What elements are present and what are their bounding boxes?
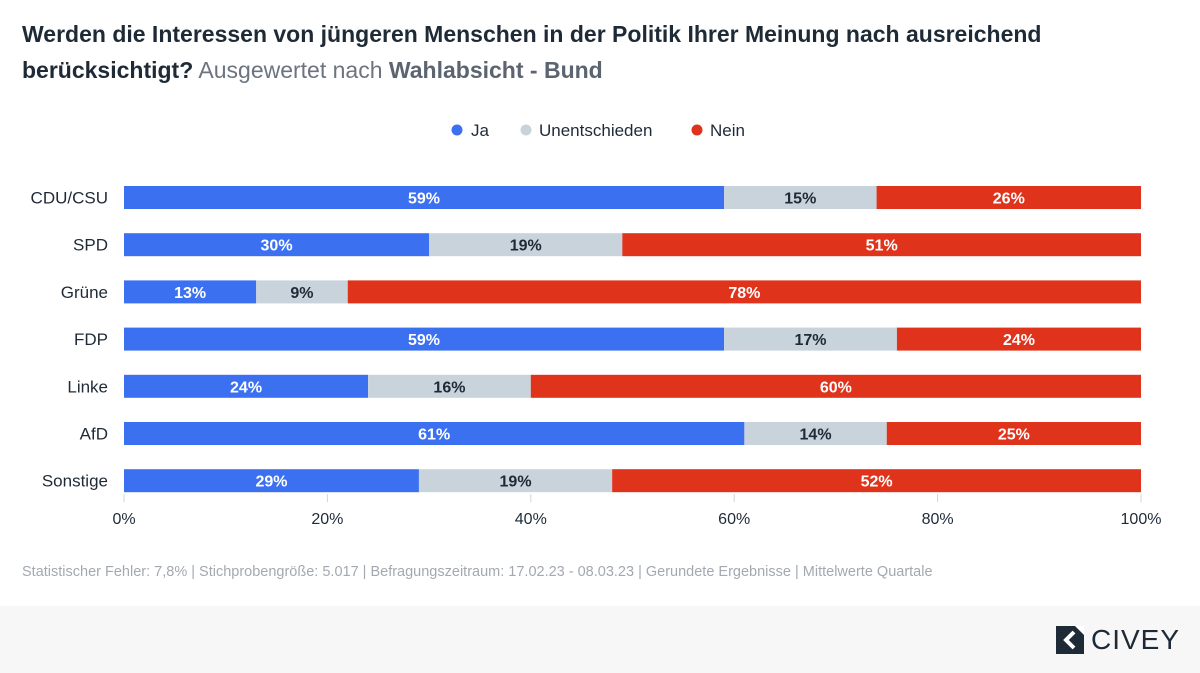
legend-marker-unentschieden bbox=[520, 124, 532, 136]
bar-unentschieden bbox=[724, 186, 877, 209]
stacked-bar-chart: Ja Unentschieden Nein CDU/CSU 59% 15% 26% SPD 30… bbox=[31, 121, 1162, 528]
bar-nein bbox=[896, 327, 1141, 351]
data-label: 60% bbox=[820, 379, 852, 396]
data-label: 52% bbox=[861, 474, 893, 491]
chart-question: Werden die Interessen von jüngeren Mensc… bbox=[22, 21, 1042, 83]
bar-nein bbox=[876, 186, 1141, 209]
x-tick-label: 80% bbox=[922, 511, 954, 528]
footer-note: Statistischer Fehler: 7,8% | Stichproben… bbox=[22, 564, 933, 580]
data-label: 24% bbox=[230, 379, 262, 396]
bar-ja bbox=[124, 374, 369, 398]
bar-unentschieden bbox=[429, 233, 623, 257]
data-label: 9% bbox=[290, 285, 313, 302]
data-label: 78% bbox=[728, 285, 760, 302]
bar-unentschieden bbox=[744, 422, 887, 445]
data-label: 59% bbox=[408, 191, 440, 208]
bar-ja bbox=[124, 469, 419, 493]
subtitle-prefix: Ausgewertet nach bbox=[198, 57, 383, 83]
category-label: SPD bbox=[73, 236, 108, 255]
data-label: 51% bbox=[866, 238, 898, 255]
legend-label-unentschieden: Unentschieden bbox=[539, 121, 652, 140]
data-label: 29% bbox=[255, 474, 287, 491]
x-tick-label: 100% bbox=[1121, 511, 1162, 528]
chart-title: Werden die Interessen von jüngeren Mensc… bbox=[22, 16, 1172, 88]
legend-marker-nein bbox=[691, 124, 703, 136]
category-label: AfD bbox=[80, 425, 108, 444]
legend-label-nein: Nein bbox=[710, 121, 745, 140]
bar-ja bbox=[124, 422, 745, 445]
data-label: 13% bbox=[174, 285, 206, 302]
x-tick-label: 40% bbox=[515, 511, 547, 528]
bar-unentschieden bbox=[724, 327, 897, 351]
category-label: Linke bbox=[67, 377, 108, 396]
bar-nein bbox=[622, 233, 1141, 257]
bar-nein bbox=[530, 374, 1141, 398]
bar-nein bbox=[886, 422, 1141, 445]
x-tick-label: 20% bbox=[311, 511, 343, 528]
legend-marker-ja bbox=[451, 124, 463, 136]
civey-logo-text: CIVEY bbox=[1090, 624, 1180, 655]
bar-nein bbox=[612, 469, 1141, 493]
civey-logo: CIVEY bbox=[1055, 622, 1180, 658]
data-label: 61% bbox=[418, 427, 450, 444]
data-label: 24% bbox=[1003, 332, 1035, 349]
data-label: 17% bbox=[794, 332, 826, 349]
legend-label-ja: Ja bbox=[471, 121, 490, 140]
data-label: 16% bbox=[433, 379, 465, 396]
data-label: 14% bbox=[800, 427, 832, 444]
bar-unentschieden bbox=[368, 374, 531, 398]
data-label: 15% bbox=[784, 191, 816, 208]
data-label: 30% bbox=[261, 238, 293, 255]
x-tick-label: 0% bbox=[112, 511, 135, 528]
bar-nein bbox=[347, 280, 1141, 304]
civey-logo-icon bbox=[1055, 626, 1084, 654]
chart-subtitle: Ausgewertet nach Wahlabsicht - Bund bbox=[198, 57, 602, 83]
data-label: 19% bbox=[500, 474, 532, 491]
x-tick-label: 60% bbox=[718, 511, 750, 528]
data-label: 59% bbox=[408, 332, 440, 349]
bar-unentschieden bbox=[418, 469, 613, 493]
bar-ja bbox=[124, 186, 725, 209]
data-label: 19% bbox=[510, 238, 542, 255]
data-label: 25% bbox=[998, 427, 1030, 444]
bar-ja bbox=[124, 233, 430, 257]
subtitle-strong: Wahlabsicht - Bund bbox=[388, 57, 603, 83]
category-label: CDU/CSU bbox=[31, 189, 108, 208]
bar-ja bbox=[124, 327, 725, 351]
data-label: 26% bbox=[993, 191, 1025, 208]
category-label: Grüne bbox=[61, 283, 108, 302]
footer-band bbox=[0, 606, 1200, 673]
bar-unentschieden bbox=[256, 280, 348, 304]
category-label: Sonstige bbox=[42, 472, 108, 491]
category-label: FDP bbox=[74, 330, 108, 349]
bar-ja bbox=[124, 280, 257, 304]
